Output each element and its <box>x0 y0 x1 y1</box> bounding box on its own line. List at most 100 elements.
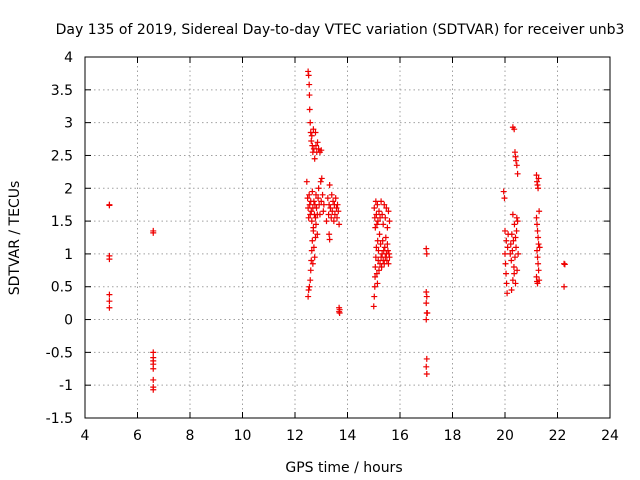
data-point <box>534 221 541 228</box>
data-point <box>315 185 322 192</box>
chart-title: Day 135 of 2019, Sidereal Day-to-day VTE… <box>56 22 625 38</box>
data-point <box>513 244 520 251</box>
data-point <box>384 241 391 248</box>
data-point <box>371 293 378 300</box>
y-tick-label: 1 <box>64 247 73 263</box>
data-point <box>533 214 540 221</box>
data-point <box>535 267 542 274</box>
y-tick-label: -1 <box>59 378 73 394</box>
data-point <box>503 280 510 287</box>
data-point <box>376 208 382 215</box>
data-point <box>534 280 541 287</box>
data-point <box>375 247 382 254</box>
data-point <box>308 257 315 264</box>
data-point <box>106 298 113 305</box>
data-point <box>106 256 113 263</box>
data-point <box>535 260 542 267</box>
data-point <box>535 241 542 248</box>
data-point <box>513 227 520 234</box>
data-point <box>308 247 315 254</box>
data-point <box>502 227 508 234</box>
data-point <box>511 254 518 261</box>
data-point <box>376 231 383 238</box>
data-point <box>533 172 540 179</box>
data-point <box>332 195 339 202</box>
y-tick-label: 0 <box>64 313 73 329</box>
data-point <box>502 250 508 257</box>
y-tick-label: 2.5 <box>51 148 73 164</box>
data-point <box>378 198 385 205</box>
data-point <box>514 170 521 177</box>
data-point <box>318 147 325 154</box>
data-point <box>535 175 542 182</box>
data-point <box>310 244 317 251</box>
data-point <box>333 204 340 211</box>
data-point <box>313 142 319 149</box>
data-point <box>326 201 333 208</box>
data-point <box>305 72 312 79</box>
data-point <box>303 178 310 185</box>
data-point <box>509 211 516 218</box>
data-point <box>501 195 508 202</box>
data-point <box>424 309 431 316</box>
data-point <box>106 304 113 311</box>
y-tick-label: -0.5 <box>46 345 73 361</box>
plot-frame <box>84 56 611 419</box>
data-point <box>330 198 337 205</box>
data-point <box>318 175 325 182</box>
data-point <box>382 234 389 241</box>
data-point <box>511 221 518 228</box>
data-point <box>309 188 316 195</box>
data-point <box>336 221 343 228</box>
data-point <box>329 208 336 215</box>
data-point <box>507 241 514 248</box>
data-point <box>511 126 518 133</box>
data-point <box>372 264 379 271</box>
data-point <box>373 270 380 277</box>
data-point <box>514 218 521 225</box>
data-point <box>309 260 316 267</box>
x-tick-label: 8 <box>186 428 195 444</box>
x-axis-label: GPS time / hours <box>285 460 402 476</box>
y-axis-label: SDTVAR / TECUs <box>7 181 23 296</box>
data-point <box>509 247 516 254</box>
data-point <box>313 204 320 211</box>
data-point <box>106 202 113 209</box>
data-point <box>371 204 378 211</box>
data-point <box>150 349 157 356</box>
data-point <box>502 260 509 267</box>
data-point <box>315 145 322 152</box>
data-point <box>515 250 522 257</box>
data-point <box>328 214 335 221</box>
data-point <box>378 264 385 271</box>
x-tick-label: 14 <box>339 428 357 444</box>
data-point <box>536 208 543 215</box>
data-point <box>561 261 568 268</box>
data-point <box>423 355 430 362</box>
data-point <box>371 283 378 290</box>
data-point <box>380 221 387 228</box>
data-point <box>372 254 379 261</box>
data-point <box>503 270 510 277</box>
data-point <box>310 126 317 133</box>
data-point <box>382 214 389 221</box>
data-point <box>372 198 379 205</box>
data-point <box>307 277 314 284</box>
data-point <box>326 181 333 188</box>
data-point <box>310 227 317 234</box>
y-tick-label: 3.5 <box>51 83 73 99</box>
data-point <box>331 211 338 218</box>
data-point <box>377 214 384 221</box>
data-point <box>306 191 313 198</box>
data-point <box>372 273 379 280</box>
x-tick-label: 10 <box>234 428 252 444</box>
x-tick-label: 20 <box>496 428 514 444</box>
data-point <box>307 119 314 126</box>
data-point <box>535 234 542 241</box>
data-point <box>312 214 319 221</box>
data-point <box>534 247 541 254</box>
data-point <box>374 218 381 225</box>
data-point <box>534 227 541 234</box>
data-point <box>325 211 332 218</box>
data-point <box>512 280 519 287</box>
